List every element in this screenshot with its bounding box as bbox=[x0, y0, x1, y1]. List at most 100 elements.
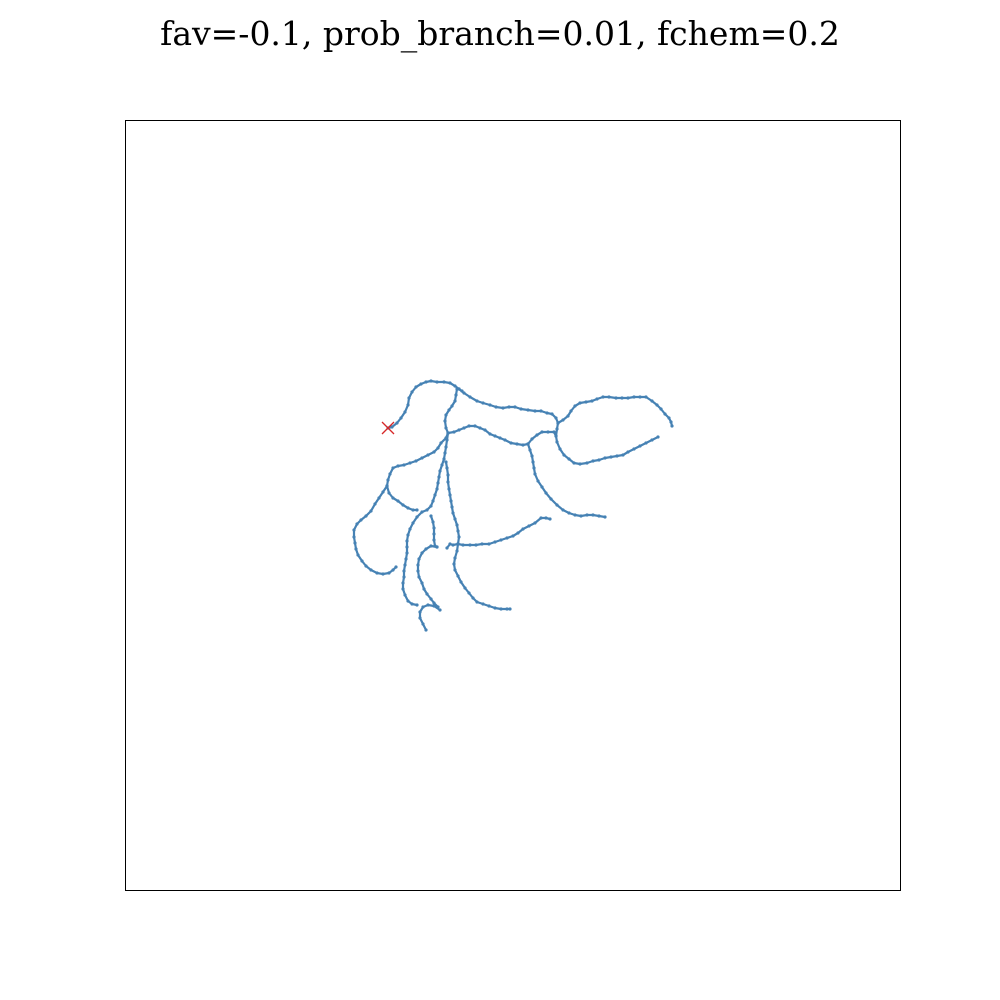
branch-point bbox=[493, 434, 497, 438]
branch-point bbox=[436, 481, 440, 485]
branch-point bbox=[455, 387, 459, 391]
branch-point bbox=[516, 531, 520, 535]
branch-point bbox=[401, 503, 405, 507]
branch-point bbox=[561, 508, 565, 512]
branch-point bbox=[432, 526, 436, 530]
branch-point bbox=[431, 520, 435, 524]
branch-point bbox=[487, 604, 491, 608]
branch-point bbox=[519, 407, 523, 411]
branch-point bbox=[429, 379, 433, 383]
branch-point bbox=[461, 543, 465, 547]
branch-point bbox=[526, 442, 530, 446]
branch-point bbox=[509, 441, 513, 445]
branch-point bbox=[450, 505, 454, 509]
branch-point bbox=[549, 497, 553, 501]
branch-point bbox=[355, 522, 359, 526]
branch-point bbox=[359, 518, 363, 522]
branch-point bbox=[443, 451, 447, 455]
branch-point bbox=[432, 538, 436, 542]
branch-point bbox=[420, 551, 424, 555]
branch-point bbox=[405, 539, 409, 543]
branch-point bbox=[386, 478, 390, 482]
branch-point bbox=[462, 391, 466, 395]
branch-point bbox=[638, 395, 642, 399]
branch-point bbox=[584, 400, 588, 404]
branch-point bbox=[446, 480, 450, 484]
branch-point bbox=[403, 593, 407, 597]
branch-point bbox=[544, 491, 548, 495]
branch-point bbox=[483, 428, 487, 432]
branch-point bbox=[440, 463, 444, 467]
branch-point bbox=[531, 460, 535, 464]
branch-point bbox=[405, 551, 409, 555]
branch-point bbox=[474, 543, 478, 547]
branch-point bbox=[408, 461, 412, 465]
branch-point bbox=[457, 535, 461, 539]
branch-point bbox=[373, 502, 377, 506]
branch-point bbox=[607, 395, 611, 399]
branch-point bbox=[432, 604, 436, 608]
branch-point bbox=[578, 462, 582, 466]
branch-point bbox=[411, 508, 415, 512]
branch-point bbox=[505, 536, 509, 540]
branch-point bbox=[467, 424, 471, 428]
branch-point bbox=[406, 599, 410, 603]
origin-markers bbox=[381, 421, 395, 435]
branch-point bbox=[354, 547, 358, 551]
branch-point bbox=[536, 479, 540, 483]
branch-point bbox=[548, 517, 552, 521]
branch-point bbox=[503, 438, 507, 442]
branch-point bbox=[424, 380, 428, 384]
branch-point bbox=[429, 514, 433, 518]
branch-point bbox=[488, 432, 492, 436]
branch-point bbox=[448, 542, 452, 546]
branch-point bbox=[408, 527, 412, 531]
branch-point bbox=[501, 406, 505, 410]
branch-point bbox=[511, 534, 515, 538]
branch-point bbox=[554, 434, 558, 438]
branch-line-9 bbox=[352, 484, 398, 576]
branch-point bbox=[420, 510, 424, 514]
branch-point bbox=[452, 562, 456, 566]
branch-point bbox=[650, 399, 654, 403]
branch-point bbox=[655, 403, 659, 407]
branch-line-0 bbox=[386, 379, 464, 430]
branch-point bbox=[578, 401, 582, 405]
branch-point bbox=[615, 454, 619, 458]
branch-point bbox=[528, 448, 532, 452]
branch-point bbox=[626, 396, 630, 400]
branch-line-3 bbox=[554, 421, 660, 466]
branch-point bbox=[403, 563, 407, 567]
branch-point bbox=[381, 490, 385, 494]
branch-point bbox=[394, 565, 398, 569]
branch-point bbox=[360, 559, 364, 563]
branch-point bbox=[456, 542, 460, 546]
branch-point bbox=[415, 603, 419, 607]
branch-point bbox=[444, 426, 448, 430]
branch-line-5 bbox=[446, 424, 530, 447]
branch-point bbox=[481, 602, 485, 606]
branch-point bbox=[663, 412, 667, 416]
branch-point bbox=[445, 466, 449, 470]
branch-point bbox=[388, 472, 392, 476]
branch-point bbox=[410, 602, 414, 606]
branch-line-15 bbox=[452, 542, 512, 611]
branch-point bbox=[545, 411, 549, 415]
branch-point bbox=[391, 496, 395, 500]
branch-point bbox=[406, 533, 410, 537]
branch-point bbox=[432, 601, 436, 605]
branch-point bbox=[431, 499, 435, 503]
branch-point bbox=[444, 413, 448, 417]
branch-point bbox=[438, 608, 442, 612]
branch-point bbox=[467, 591, 471, 595]
branch-point bbox=[566, 414, 570, 418]
chart-title: fav=-0.1, prob_branch=0.01, fchem=0.2 bbox=[160, 14, 840, 53]
branch-point bbox=[494, 405, 498, 409]
branch-point bbox=[422, 587, 426, 591]
branch-point bbox=[364, 564, 368, 568]
branch-point bbox=[443, 419, 447, 423]
branch-point bbox=[456, 574, 460, 578]
branch-point bbox=[406, 403, 410, 407]
branch-point bbox=[364, 514, 368, 518]
branch-point bbox=[353, 541, 357, 545]
